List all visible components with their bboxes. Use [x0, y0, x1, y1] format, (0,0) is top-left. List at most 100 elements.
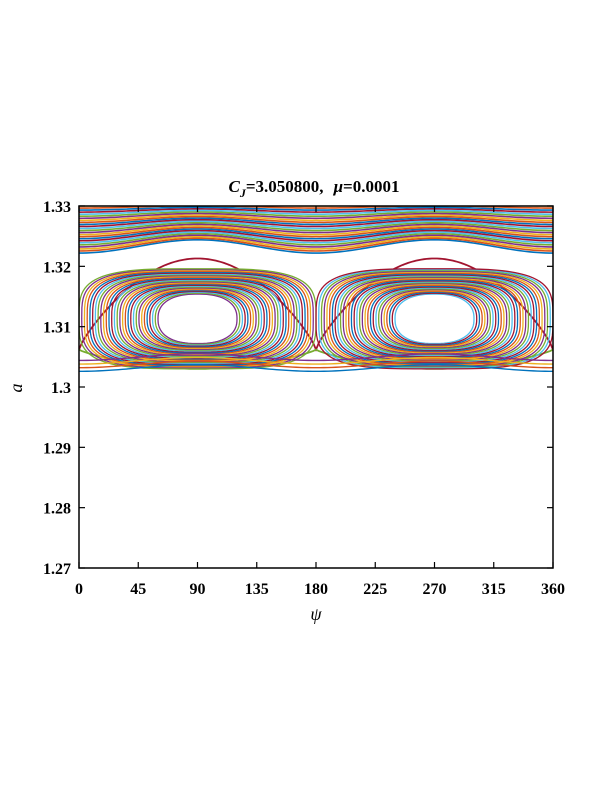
libration-curve	[353, 280, 516, 358]
title-mu-value: =0.0001	[343, 177, 399, 196]
chart-title: CJ=3.050800, μ=0.0001	[229, 177, 400, 200]
circulating-curve	[79, 212, 553, 220]
libration-curve	[157, 293, 238, 345]
x-tick-label: 45	[130, 581, 146, 598]
y-tick-label: 1.33	[43, 199, 71, 216]
libration-curve	[318, 268, 551, 369]
circulating-curve	[79, 238, 553, 254]
libration-curve	[91, 272, 304, 366]
circulating-curve	[79, 211, 553, 218]
circulating-curve	[79, 229, 553, 242]
libration-curve	[113, 279, 282, 359]
circulating-curve	[79, 215, 553, 224]
plot-frame	[78, 205, 554, 569]
lower-boundary-curve	[79, 360, 553, 369]
circulating-curve	[79, 209, 553, 215]
libration-curve	[380, 289, 489, 349]
libration-curve	[369, 285, 500, 353]
libration-curve	[378, 288, 491, 350]
libration-curve	[141, 288, 254, 350]
libration-curve	[81, 268, 314, 369]
y-tick-label: 1.3	[51, 380, 71, 397]
x-tick-label: 135	[245, 581, 269, 598]
libration-curve	[361, 282, 508, 355]
circulating-curve	[79, 232, 553, 246]
libration-curve	[130, 284, 265, 353]
x-tick-label: 180	[304, 581, 328, 598]
libration-curve	[358, 282, 511, 356]
libration-curve	[367, 284, 502, 353]
libration-curve	[337, 275, 532, 363]
libration-curve	[350, 279, 519, 359]
x-tick-label: 315	[482, 581, 506, 598]
title-cj-subscript: J	[239, 186, 247, 200]
libration-curve	[119, 281, 276, 357]
x-tick-label: 225	[363, 581, 387, 598]
libration-curve	[391, 292, 478, 346]
libration-curve	[364, 283, 505, 354]
libration-curve	[124, 282, 271, 355]
libration-curve	[348, 278, 521, 360]
libration-curve	[328, 272, 541, 366]
circulating-curve	[79, 218, 553, 228]
libration-curve	[132, 285, 263, 353]
libration-curve	[146, 289, 249, 348]
x-tick-label: 90	[190, 581, 206, 598]
libration-curve	[108, 277, 287, 360]
libration-curve	[79, 268, 317, 370]
libration-curve	[116, 280, 279, 358]
title-mu-symbol: μ	[333, 177, 343, 196]
libration-curve	[138, 287, 257, 351]
libration-curve	[143, 289, 252, 349]
libration-curve	[151, 291, 244, 346]
y-tick-label: 1.29	[43, 440, 71, 457]
lower-boundary-curve	[79, 363, 553, 373]
axis-ticks	[78, 205, 554, 569]
lower-boundary-curve	[79, 356, 553, 365]
circulating-curve	[79, 225, 553, 236]
circulating-curve	[79, 220, 553, 230]
libration-curve	[94, 273, 301, 365]
circulating-curve	[79, 231, 553, 244]
libration-curve	[97, 274, 298, 364]
title-cj-symbol: C	[229, 177, 241, 196]
libration-curve	[386, 290, 483, 347]
libration-curve	[345, 277, 524, 360]
libration-curve	[394, 293, 475, 345]
circulating-curve	[79, 217, 553, 226]
y-tick-label: 1.32	[43, 259, 71, 276]
y-axis-label: a	[6, 384, 26, 393]
x-tick-label: 270	[423, 581, 447, 598]
libration-curve	[83, 269, 312, 368]
libration-curve	[111, 278, 284, 360]
libration-curve	[331, 273, 538, 365]
libration-curve	[121, 282, 274, 356]
libration-curve	[320, 269, 549, 368]
circulating-curve	[79, 228, 553, 240]
libration-curve	[154, 292, 241, 346]
circulating-curve	[79, 234, 553, 248]
libration-curve	[100, 275, 295, 363]
circulating-curve	[79, 208, 553, 213]
circulating-curve	[79, 214, 553, 222]
y-tick-label: 1.28	[43, 501, 71, 518]
lower-boundary-curve	[79, 353, 553, 362]
circulating-curve	[79, 223, 553, 234]
y-tick-label: 1.31	[43, 320, 71, 337]
libration-curve	[372, 286, 497, 352]
libration-curve	[383, 289, 486, 348]
libration-curve	[149, 290, 246, 347]
y-tick-label: 1.27	[43, 561, 71, 578]
libration-curve	[135, 286, 260, 352]
circulating-curve	[79, 237, 553, 252]
circulating-curve	[79, 235, 553, 250]
trajectory-curves	[79, 206, 553, 373]
libration-curve	[315, 268, 553, 370]
title-cj-value: =3.050800,	[246, 177, 324, 196]
libration-curve	[375, 287, 494, 351]
circulating-curve	[79, 221, 553, 232]
libration-curve	[127, 283, 268, 354]
x-axis-label: ψ	[310, 604, 322, 624]
libration-curve	[356, 281, 513, 357]
